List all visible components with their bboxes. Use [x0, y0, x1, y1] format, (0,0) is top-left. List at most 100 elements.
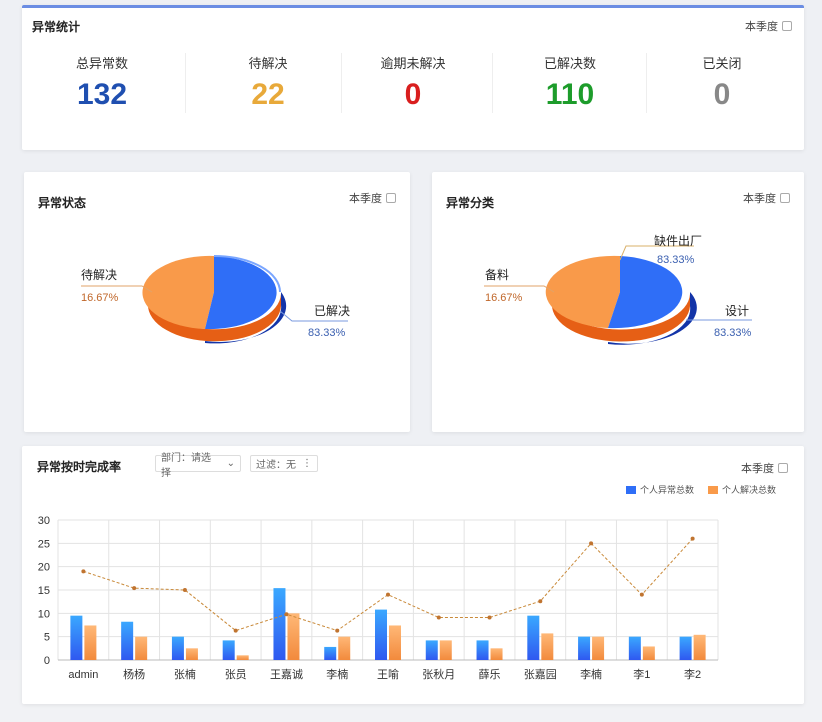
stats-card: 异常统计 本季度 总异常数 132 待解决 22 逾期未解决 0 已解决数 110 已关闭 0 [22, 5, 804, 150]
category-pct-design: 83.33% [714, 327, 752, 339]
bar-total [70, 615, 83, 660]
stat-label: 已解决数 [543, 56, 596, 71]
y-tick-label: 0 [44, 655, 50, 667]
stat-divider [646, 53, 647, 113]
y-tick-label: 10 [38, 608, 50, 620]
rate-point [335, 628, 340, 633]
y-tick-label: 30 [38, 515, 50, 527]
stat-divider [185, 53, 186, 113]
bar-resolved [135, 636, 148, 660]
rate-point [589, 541, 594, 546]
bar-resolved [236, 655, 249, 660]
period-checkbox[interactable] [782, 21, 792, 31]
bar-resolved [389, 625, 401, 660]
leader-pending [81, 285, 153, 293]
stat-value: 0 [713, 78, 731, 111]
x-tick-label: 李1 [633, 667, 650, 681]
trend-chart-title: 异常按时完成率 [37, 460, 122, 474]
bar-total [476, 640, 489, 660]
category-label-prep: 备料 [485, 268, 510, 282]
stat-label: 待解决 [248, 56, 288, 71]
stats-period[interactable]: 本季度 [745, 18, 792, 34]
rate-point [436, 615, 441, 620]
y-tick-label: 15 [38, 585, 50, 597]
x-tick-label: 杨杨 [123, 667, 145, 681]
bar-resolved [592, 636, 605, 660]
filter-select[interactable]: 过滤：无 ⋮ [250, 455, 318, 472]
rate-point [538, 599, 543, 604]
leader-missing [619, 245, 694, 261]
category-chart-card: 异常分类 本季度 备料 16.67% 缺件出厂 83.33% 设计 83.33% [432, 172, 804, 432]
x-tick-label: 王喻 [377, 667, 399, 681]
legend-swatch-resolved [708, 485, 718, 494]
y-tick-label: 20 [38, 562, 50, 574]
bar-resolved [185, 648, 198, 660]
category-chart-title: 异常分类 [446, 196, 495, 210]
stat-item: 待解决 22 [193, 53, 343, 112]
legend-swatch-total [626, 485, 636, 494]
rate-point [81, 569, 86, 574]
legend-label-resolved: 个人解决总数 [722, 485, 777, 495]
bar-total [171, 636, 184, 660]
stat-divider [340, 53, 342, 113]
period-checkbox[interactable] [778, 463, 788, 473]
pie-depth-blue [205, 292, 287, 344]
trend-chart-card: 异常按时完成率 部门：请选择 ⌄ 过滤：无 ⋮ 本季度 个人异常总数 个人解决总… [22, 446, 804, 704]
x-tick-label: 王嘉诚 [270, 667, 303, 681]
bar-total [324, 646, 337, 660]
stat-divider [491, 53, 493, 113]
status-label-resolved: 已解决 [314, 304, 351, 318]
rate-point [386, 592, 390, 597]
stat-label: 已关闭 [702, 56, 742, 71]
x-tick-label: 薛乐 [479, 668, 501, 681]
dept-select-value: 部门：请选择 [161, 452, 211, 479]
rate-point [284, 612, 289, 617]
x-tick-label: 张秋月 [422, 667, 455, 681]
bar-resolved [84, 625, 97, 660]
bar-resolved [693, 634, 706, 660]
category-pct-prep: 16.67% [485, 292, 523, 304]
bar-total [679, 636, 692, 660]
x-tick-label: 张楠 [174, 667, 196, 681]
rate-point [487, 615, 492, 620]
stat-label: 逾期未解决 [380, 56, 446, 71]
stat-item: 已关闭 0 [647, 53, 797, 112]
category-pct-missing: 83.33% [657, 254, 695, 266]
x-tick-label: admin [68, 669, 98, 681]
category-period[interactable]: 本季度 [743, 190, 790, 206]
rate-line [83, 538, 693, 632]
x-tick-label: 李2 [684, 667, 701, 681]
rate-point [233, 628, 238, 633]
x-tick-label: 李楠 [326, 667, 348, 681]
leader-resolved [279, 310, 348, 322]
rate-point [690, 536, 695, 541]
pie-depth-orange [147, 292, 281, 342]
y-tick-label: 25 [38, 538, 50, 550]
pie-slice-resolved [205, 256, 277, 330]
stat-value: 22 [251, 78, 285, 111]
rate-point [182, 588, 187, 592]
stat-value: 0 [404, 78, 422, 111]
bar-total [425, 640, 438, 660]
period-label: 本季度 [741, 463, 774, 475]
legend-total[interactable]: 个人异常总数 [626, 483, 694, 496]
filter-select-value: 过滤：无 [256, 460, 296, 471]
stat-value: 132 [76, 78, 128, 111]
bar-resolved [439, 640, 452, 660]
trend-period[interactable]: 本季度 [741, 460, 788, 476]
trend-chart: 0 5 10 15 20 25 30 admin 杨杨 张楠 张员 王嘉诚 李楠 王喻 张秋月 薛乐 张嘉园 李楠… [38, 515, 719, 681]
pie-slice-pending [142, 255, 214, 329]
pie-highlight [213, 255, 281, 293]
period-checkbox[interactable] [780, 193, 790, 203]
period-checkbox[interactable] [386, 193, 396, 203]
dept-select[interactable]: 部门：请选择 ⌄ [155, 453, 241, 479]
rate-point [132, 586, 137, 591]
pie-slice-design [608, 256, 683, 329]
bar-total [273, 588, 286, 660]
legend-resolved[interactable]: 个人解决总数 [708, 483, 776, 496]
bar-total [628, 636, 641, 660]
bar-resolved [338, 636, 351, 660]
status-period[interactable]: 本季度 [349, 190, 396, 206]
status-chart-card: 异常状态 本季度 待解决 16.67% 已解决 83.33% [24, 172, 410, 432]
stat-item: 逾期未解决 0 [338, 53, 488, 112]
